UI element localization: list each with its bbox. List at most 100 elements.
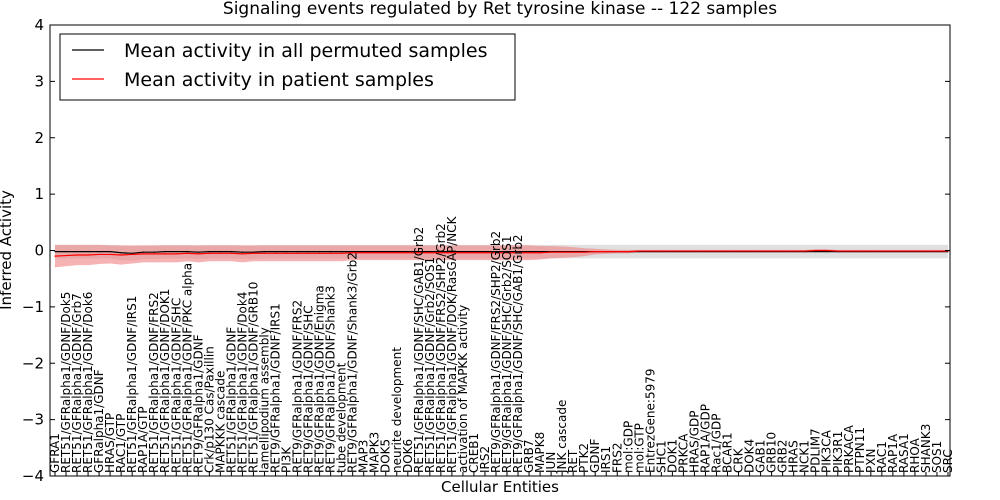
x-tick-label: RET9/GFRalpha1/GDNF/SHC (302, 305, 316, 473)
x-tick-label: GRB7 (522, 439, 536, 473)
x-tick-label: PI3K (280, 446, 294, 473)
point-patient (649, 250, 651, 252)
point-permuted (65, 251, 67, 253)
point-permuted (484, 251, 486, 253)
point-permuted (341, 251, 343, 253)
x-tick-label: RET9/GFRalpha1/GDNF/Shank3/Grb2 (346, 252, 360, 473)
point-permuted (285, 251, 288, 253)
x-tick-label: JUN (544, 452, 558, 474)
point-patient (804, 250, 806, 252)
point-permuted (109, 251, 111, 253)
point-patient (771, 250, 773, 252)
x-tick-label: RET51/GFRalpha1/GDNF/Grb2/SOS1 (423, 257, 437, 473)
x-tick-label: PTK2 (577, 443, 591, 473)
x-tick-label: RET51/GFRalpha1/GDNF/Dok4 (235, 292, 249, 473)
x-tick-label: GRB2 (776, 439, 790, 473)
x-tick-label: Rac1/GDP (709, 414, 723, 473)
point-patient (561, 251, 563, 253)
point-patient (153, 253, 155, 255)
point-permuted (407, 251, 409, 253)
point-patient (726, 250, 729, 252)
point-permuted (473, 251, 475, 253)
point-patient (120, 254, 122, 256)
x-tick-label: RET51/GFRalpha1/GDNF (224, 327, 238, 473)
point-permuted (440, 251, 442, 253)
point-patient (748, 250, 751, 252)
y-axis: −4 −3 −2 −1 0 1 2 3 4 (22, 16, 950, 485)
point-patient (682, 250, 685, 252)
x-tick-label: DOK6 (401, 439, 415, 473)
x-tick-label: RET51/GFRalpha1/GDNF/FRS2 (147, 292, 161, 473)
x-tick-label: GFRalpha1/GDNF (92, 369, 106, 473)
point-patient (418, 252, 420, 254)
point-patient (594, 251, 596, 253)
x-tick-label: RAC1/GTP (114, 414, 128, 473)
x-tick-label: SRC (941, 449, 955, 473)
x-tick-label: RET9/GFRalpha1/GDNF/IRS1 (268, 303, 282, 473)
point-permuted (528, 251, 530, 253)
point-permuted (120, 252, 122, 254)
x-tick-label: GRB10 (765, 432, 779, 473)
x-tick-label: RHOA (908, 437, 922, 473)
point-patient (241, 253, 244, 255)
y-tick-label: −2 (22, 354, 44, 372)
x-tick-label: RET9/GFRalpha1/GDNF/FRS2 (291, 300, 305, 473)
x-tick-label: RET51/GFRalpha1/GDNF/SHC/GAB1/Grb2 (412, 227, 426, 473)
point-patient (583, 251, 585, 253)
x-tick-label: RET51/GFRalpha1/GDNF/GRB10 (246, 282, 260, 473)
point-permuted (462, 251, 464, 253)
point-permuted (307, 251, 310, 253)
point-patient (473, 252, 475, 254)
point-permuted (451, 251, 453, 253)
point-patient (407, 252, 409, 254)
x-tick-label: RET51/GFRalpha1/GDNF/FRS2/SHP2/Grb2 (434, 223, 448, 473)
y-tick-label: −3 (22, 411, 44, 429)
point-patient (197, 253, 199, 255)
point-patient (363, 252, 365, 254)
point-patient (572, 251, 574, 253)
point-permuted (318, 251, 321, 253)
point-patient (704, 250, 707, 252)
x-tick-label: DOK1 (665, 439, 679, 473)
point-patient (65, 254, 67, 257)
line-patient (54, 249, 948, 257)
point-permuted (418, 251, 420, 253)
x-tick-label: FRS2 (610, 443, 624, 474)
point-patient (925, 250, 927, 252)
x-axis-label: Cellular Entities (441, 478, 559, 496)
point-patient (539, 252, 541, 254)
x-tick-label: SOS1 (930, 441, 944, 473)
point-permuted (385, 251, 387, 253)
x-tick-label: CREB1 (467, 433, 481, 473)
x-tick-label: GAB1 (754, 440, 768, 473)
point-permuted (826, 251, 828, 253)
x-tick-label: HRAS (787, 440, 801, 473)
x-tick-label: MAPK3 (368, 432, 382, 473)
point-patient (429, 252, 431, 254)
point-patient (285, 252, 288, 254)
x-tick-label: RET9/GFRalpha1/GDNF (191, 334, 205, 473)
point-permuted (142, 251, 144, 253)
legend-label-patient: Mean activity in patient samples (124, 69, 434, 91)
point-patient (759, 250, 762, 252)
point-permuted (175, 251, 177, 253)
point-patient (451, 252, 453, 254)
point-patient (881, 250, 883, 252)
point-patient (870, 250, 872, 252)
point-patient (793, 250, 795, 252)
point-permuted (186, 251, 188, 253)
x-tick-label: PIK3R1 (831, 431, 845, 473)
point-patient (76, 254, 78, 256)
x-tick-label: RAC1 (875, 441, 889, 473)
x-tick-label: CRK (732, 447, 746, 473)
point-permuted (219, 251, 221, 253)
x-tick-label: PRKCA (676, 433, 690, 473)
point-patient (374, 252, 376, 254)
x-tick-label: RET51/GFRalpha1/GDNF/IRS1 (125, 296, 139, 473)
point-permuted (517, 251, 519, 253)
point-permuted (330, 251, 332, 253)
point-patient (715, 250, 718, 252)
point-patient (693, 250, 696, 252)
point-patient (826, 249, 828, 252)
x-tick-label: activation of MAPKK activity (456, 305, 470, 473)
